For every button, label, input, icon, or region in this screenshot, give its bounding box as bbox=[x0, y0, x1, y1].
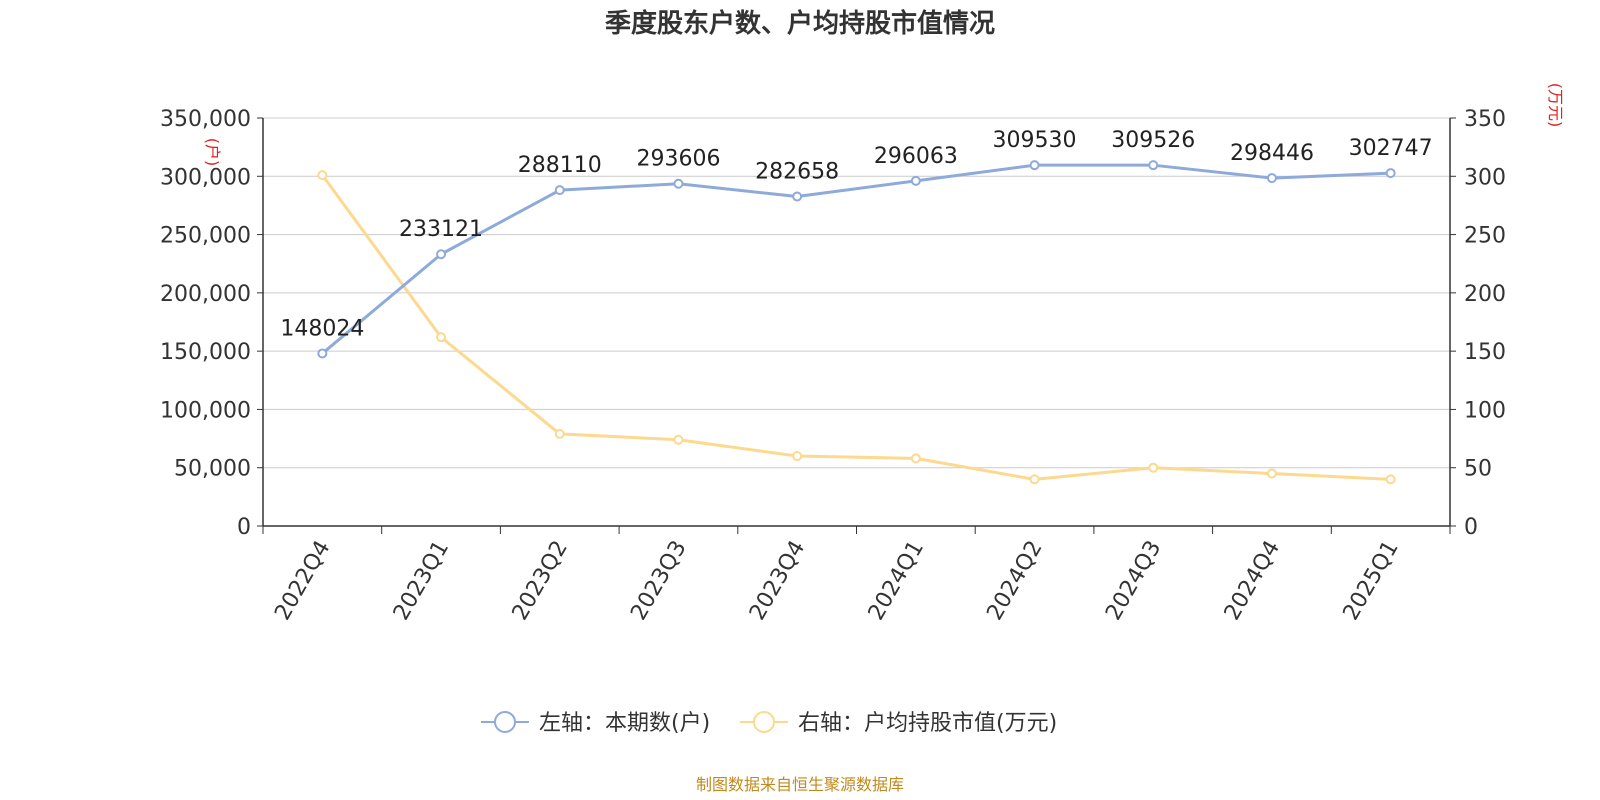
left-series-point bbox=[792, 191, 803, 202]
data-label: 288110 bbox=[518, 153, 602, 178]
right-series-point bbox=[317, 170, 328, 181]
data-label: 293606 bbox=[636, 147, 720, 172]
left-axis-unit: (户) bbox=[203, 138, 222, 167]
right-tick-label: 200 bbox=[1464, 282, 1506, 307]
data-label: 148024 bbox=[280, 316, 364, 341]
data-source: 制图数据来自恒生聚源数据库 bbox=[696, 775, 904, 794]
right-series-point bbox=[554, 428, 565, 439]
left-series-point bbox=[317, 348, 328, 359]
legend-marker bbox=[494, 711, 516, 733]
x-tick-label: 2023Q2 bbox=[508, 537, 573, 625]
left-series-point bbox=[1029, 160, 1040, 171]
left-tick-label: 300,000 bbox=[160, 165, 251, 190]
right-series-point bbox=[1385, 474, 1396, 485]
x-tick-label: 2023Q4 bbox=[745, 537, 810, 625]
legend-label: 左轴：本期数(户) bbox=[539, 711, 710, 736]
right-tick-label: 150 bbox=[1464, 340, 1506, 365]
legend-label: 右轴：户均持股市值(万元) bbox=[798, 711, 1057, 736]
left-series-point bbox=[673, 178, 684, 189]
left-series-point bbox=[554, 185, 565, 196]
x-tick-label: 2025Q1 bbox=[1339, 537, 1404, 625]
left-series-point bbox=[910, 175, 921, 186]
right-series-point bbox=[673, 434, 684, 445]
x-tick-label: 2024Q3 bbox=[1101, 537, 1166, 625]
x-tick-label: 2024Q1 bbox=[864, 537, 929, 625]
left-tick-label: 200,000 bbox=[160, 282, 251, 307]
right-series-point bbox=[1148, 462, 1159, 473]
right-tick-label: 100 bbox=[1464, 398, 1506, 423]
left-tick-label: 150,000 bbox=[160, 340, 251, 365]
left-tick-label: 350,000 bbox=[160, 107, 251, 132]
right-series-line bbox=[321, 174, 1391, 481]
series-layer bbox=[317, 160, 1396, 485]
x-tick-label: 2023Q3 bbox=[626, 537, 691, 625]
left-series-line bbox=[321, 163, 1391, 355]
data-label: 296063 bbox=[874, 144, 958, 169]
x-tick-label: 2024Q2 bbox=[982, 537, 1047, 625]
right-series-point bbox=[792, 451, 803, 462]
legend-marker bbox=[753, 711, 775, 733]
data-label: 309530 bbox=[993, 128, 1077, 153]
data-label: 282658 bbox=[755, 160, 839, 185]
right-series-point bbox=[436, 332, 447, 343]
left-series-point bbox=[1385, 168, 1396, 179]
right-tick-label: 350 bbox=[1464, 107, 1506, 132]
right-axis-unit: (万元) bbox=[1546, 83, 1565, 128]
left-series-point bbox=[436, 249, 447, 260]
right-series-point bbox=[1029, 474, 1040, 485]
right-series-point bbox=[1266, 468, 1277, 479]
gridlines bbox=[263, 117, 1450, 469]
data-label: 233121 bbox=[399, 217, 483, 242]
data-label: 309526 bbox=[1111, 128, 1195, 153]
left-series-point bbox=[1148, 160, 1159, 171]
right-tick-label: 0 bbox=[1464, 515, 1478, 540]
x-tick-label: 2024Q4 bbox=[1220, 537, 1285, 625]
right-series-point bbox=[910, 453, 921, 464]
left-tick-label: 0 bbox=[237, 515, 251, 540]
data-label: 298446 bbox=[1230, 141, 1314, 166]
legend: 左轴：本期数(户) 右轴：户均持股市值(万元) bbox=[481, 711, 1057, 736]
left-tick-label: 250,000 bbox=[160, 224, 251, 249]
right-tick-label: 50 bbox=[1464, 457, 1492, 482]
chart-title: 季度股东户数、户均持股市值情况 bbox=[605, 8, 995, 39]
data-labels: 148024 233121 288110 293606 282658 296063 3095… bbox=[280, 128, 1432, 341]
x-tick-label: 2023Q1 bbox=[389, 537, 454, 625]
data-label: 302747 bbox=[1349, 136, 1433, 161]
left-series-point bbox=[1266, 173, 1277, 184]
right-tick-label: 250 bbox=[1464, 224, 1506, 249]
right-tick-label: 300 bbox=[1464, 165, 1506, 190]
x-tick-label: 2022Q4 bbox=[270, 537, 335, 625]
axes: 0 50,000 100,000 150,000 200,000 250,000 300,0… bbox=[160, 107, 1506, 625]
left-tick-label: 50,000 bbox=[174, 457, 251, 482]
left-tick-label: 100,000 bbox=[160, 398, 251, 423]
